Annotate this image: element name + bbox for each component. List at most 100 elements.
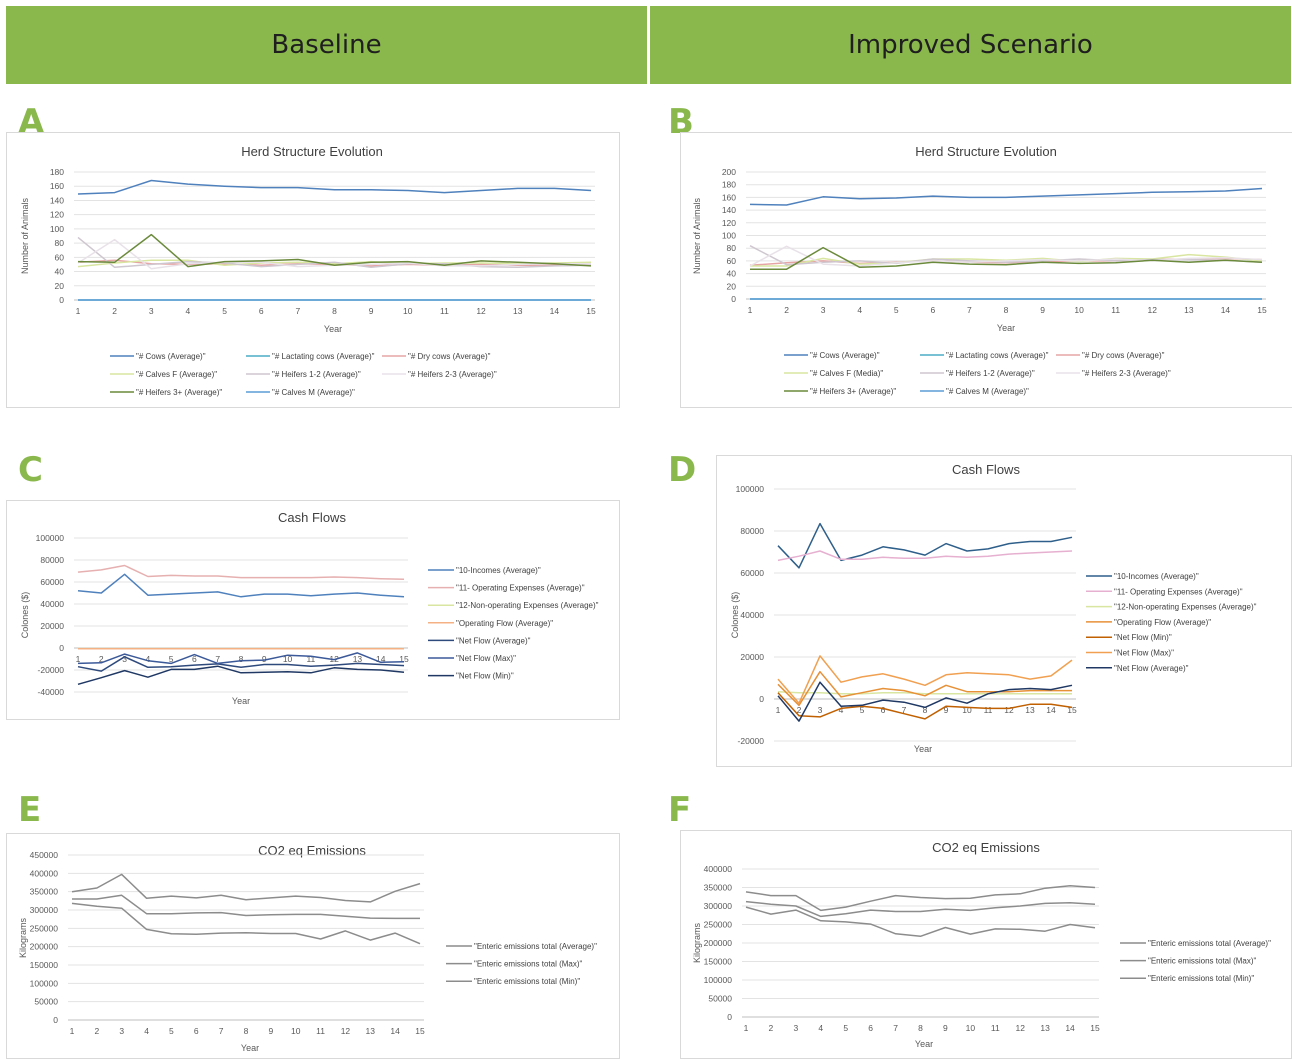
chart-b-x-tick-14: 15 — [1257, 305, 1267, 315]
chart-f-y-tick-5: 250000 — [704, 920, 733, 930]
chart-f-x-tick-7: 8 — [918, 1023, 923, 1033]
chart-b-y-tick-6: 120 — [722, 218, 736, 228]
chart-a-x-tick-7: 8 — [332, 306, 337, 316]
chart-b-y-tick-10: 200 — [722, 167, 736, 177]
chart-b-x-tick-13: 14 — [1221, 305, 1231, 315]
chart-e-x-tick-12: 13 — [366, 1026, 376, 1036]
chart-f-series-line-1 — [745, 884, 1096, 912]
chart-d-y-tick-4: 60000 — [740, 568, 764, 578]
chart-b-x-tick-4: 5 — [894, 305, 899, 315]
chart-b-y-tick-9: 180 — [722, 180, 736, 190]
chart-c-x-tick-13: 14 — [376, 654, 386, 664]
chart-e-x-tick-9: 10 — [291, 1026, 301, 1036]
chart-f-xlabel: Year — [915, 1039, 933, 1049]
chart-d-frame — [716, 455, 1292, 767]
chart-c-y-tick-7: 100000 — [36, 533, 65, 543]
chart-e-x-tick-14: 15 — [415, 1026, 425, 1036]
chart-f-x-tick-2: 3 — [793, 1023, 798, 1033]
chart-f-x-tick-8: 9 — [943, 1023, 948, 1033]
chart-a-y-tick-2: 40 — [55, 267, 65, 277]
chart-e-y-tick-0: 0 — [53, 1015, 58, 1025]
chart-d-y-tick-2: 20000 — [740, 652, 764, 662]
chart-d-series-line-6 — [777, 681, 1073, 722]
chart-d-xlabel: Year — [914, 744, 932, 754]
chart-e-xlabel: Year — [241, 1043, 259, 1053]
chart-e-legend-label-2: "Enteric emissions total (Min)" — [474, 977, 580, 986]
chart-c-x-tick-3: 4 — [145, 654, 150, 664]
chart-a-series-line-6 — [77, 233, 592, 268]
chart-b-y-tick-5: 100 — [722, 231, 736, 241]
chart-d-legend-label-4: "Net Flow (Min)" — [1114, 633, 1172, 642]
chart-c-x-tick-0: 1 — [76, 654, 81, 664]
chart-b-legend-label-2: "# Dry cows (Average)" — [1082, 351, 1165, 360]
chart-e-y-tick-3: 150000 — [30, 960, 59, 970]
chart-b-x-tick-11: 12 — [1148, 305, 1158, 315]
chart-c-x-tick-14: 15 — [399, 654, 409, 664]
chart-d-legend-label-1: "11- Operating Expenses (Average)" — [1114, 587, 1243, 596]
chart-f-series-line-2 — [745, 906, 1096, 938]
chart-b-y-tick-4: 80 — [727, 243, 737, 253]
chart-e-series-line-2 — [71, 902, 421, 945]
chart-d-series-line-1 — [777, 550, 1073, 562]
chart-a-y-tick-8: 160 — [50, 181, 64, 191]
chart-a-x-tick-14: 15 — [586, 306, 596, 316]
chart-f-x-tick-1: 2 — [769, 1023, 774, 1033]
chart-b-legend-label-4: "# Heifers 1-2 (Average)" — [946, 369, 1035, 378]
chart-c-x-tick-1: 2 — [99, 654, 104, 664]
chart-a-x-tick-1: 2 — [112, 306, 117, 316]
chart-b-legend-label-5: "# Heifers 2-3 (Average)" — [1082, 369, 1171, 378]
chart-e-y-tick-5: 250000 — [30, 923, 59, 933]
chart-d-y-tick-6: 100000 — [736, 484, 765, 494]
chart-b-y-tick-8: 160 — [722, 192, 736, 202]
chart-f-series-line-0 — [745, 900, 1096, 918]
chart-b-frame — [680, 132, 1292, 408]
chart-b-y-tick-7: 140 — [722, 205, 736, 215]
chart-f-y-tick-7: 350000 — [704, 883, 733, 893]
chart-d-series-line-3 — [777, 670, 1072, 707]
chart-e-frame — [6, 833, 620, 1059]
chart-a-x-tick-2: 3 — [149, 306, 154, 316]
chart-f-x-tick-3: 4 — [818, 1023, 823, 1033]
chart-e-ylabel: Kilograms — [18, 917, 28, 958]
chart-c-y-tick-0: -40000 — [38, 687, 65, 697]
chart-c-series-line-0 — [77, 573, 405, 598]
chart-d-x-tick-3: 4 — [839, 705, 844, 715]
chart-d-x-tick-8: 9 — [944, 705, 949, 715]
chart-a-y-tick-5: 100 — [50, 224, 64, 234]
chart-d-cash-flows: Cash Flows -20000 0 20000 40000 60000 80000 100… — [716, 455, 1292, 767]
chart-f-x-tick-13: 14 — [1065, 1023, 1075, 1033]
chart-a-y-tick-3: 60 — [55, 252, 65, 262]
chart-b-xlabel: Year — [997, 323, 1015, 333]
chart-f-title: CO2 eq Emissions — [932, 840, 1040, 855]
chart-c-x-tick-12: 13 — [353, 654, 363, 664]
chart-e-y-tick-4: 200000 — [30, 942, 59, 952]
chart-a-legend-label-2: "# Dry cows (Average)" — [408, 352, 491, 361]
chart-a-legend-label-0: "# Cows (Average)" — [136, 352, 206, 361]
chart-b-legend-label-7: "# Calves M (Average)" — [946, 387, 1029, 396]
chart-d-x-tick-13: 14 — [1046, 705, 1056, 715]
chart-d-y-tick-5: 80000 — [740, 526, 764, 536]
chart-d-x-tick-7: 8 — [923, 705, 928, 715]
chart-e-y-tick-2: 100000 — [30, 978, 59, 988]
chart-f-x-tick-12: 13 — [1040, 1023, 1050, 1033]
chart-c-title: Cash Flows — [278, 510, 346, 525]
chart-b-title: Herd Structure Evolution — [915, 144, 1057, 159]
chart-e-x-tick-0: 1 — [70, 1026, 75, 1036]
chart-b-x-tick-1: 2 — [784, 305, 789, 315]
chart-e-x-tick-6: 7 — [219, 1026, 224, 1036]
chart-e-y-tick-8: 400000 — [30, 868, 59, 878]
chart-d-series-line-5 — [777, 655, 1073, 704]
chart-d-legend-label-5: "Net Flow (Max)" — [1114, 649, 1174, 658]
chart-e-x-tick-4: 5 — [169, 1026, 174, 1036]
chart-f-x-tick-6: 7 — [893, 1023, 898, 1033]
chart-a-legend-label-6: "# Heifers 3+ (Average)" — [136, 388, 222, 397]
chart-b-x-tick-2: 3 — [821, 305, 826, 315]
chart-c-series-line-1 — [77, 564, 405, 581]
chart-a-y-tick-6: 120 — [50, 210, 64, 220]
chart-d-ylabel: Colones ($) — [730, 592, 740, 639]
chart-a-series-line-0 — [77, 179, 592, 195]
chart-c-legend-label-4: "Net Flow (Average)" — [456, 636, 531, 645]
chart-a-x-tick-3: 4 — [186, 306, 191, 316]
chart-c-legend-label-5: "Net Flow (Max)" — [456, 654, 516, 663]
chart-f-legend-label-0: "Enteric emissions total (Average)" — [1148, 939, 1271, 948]
